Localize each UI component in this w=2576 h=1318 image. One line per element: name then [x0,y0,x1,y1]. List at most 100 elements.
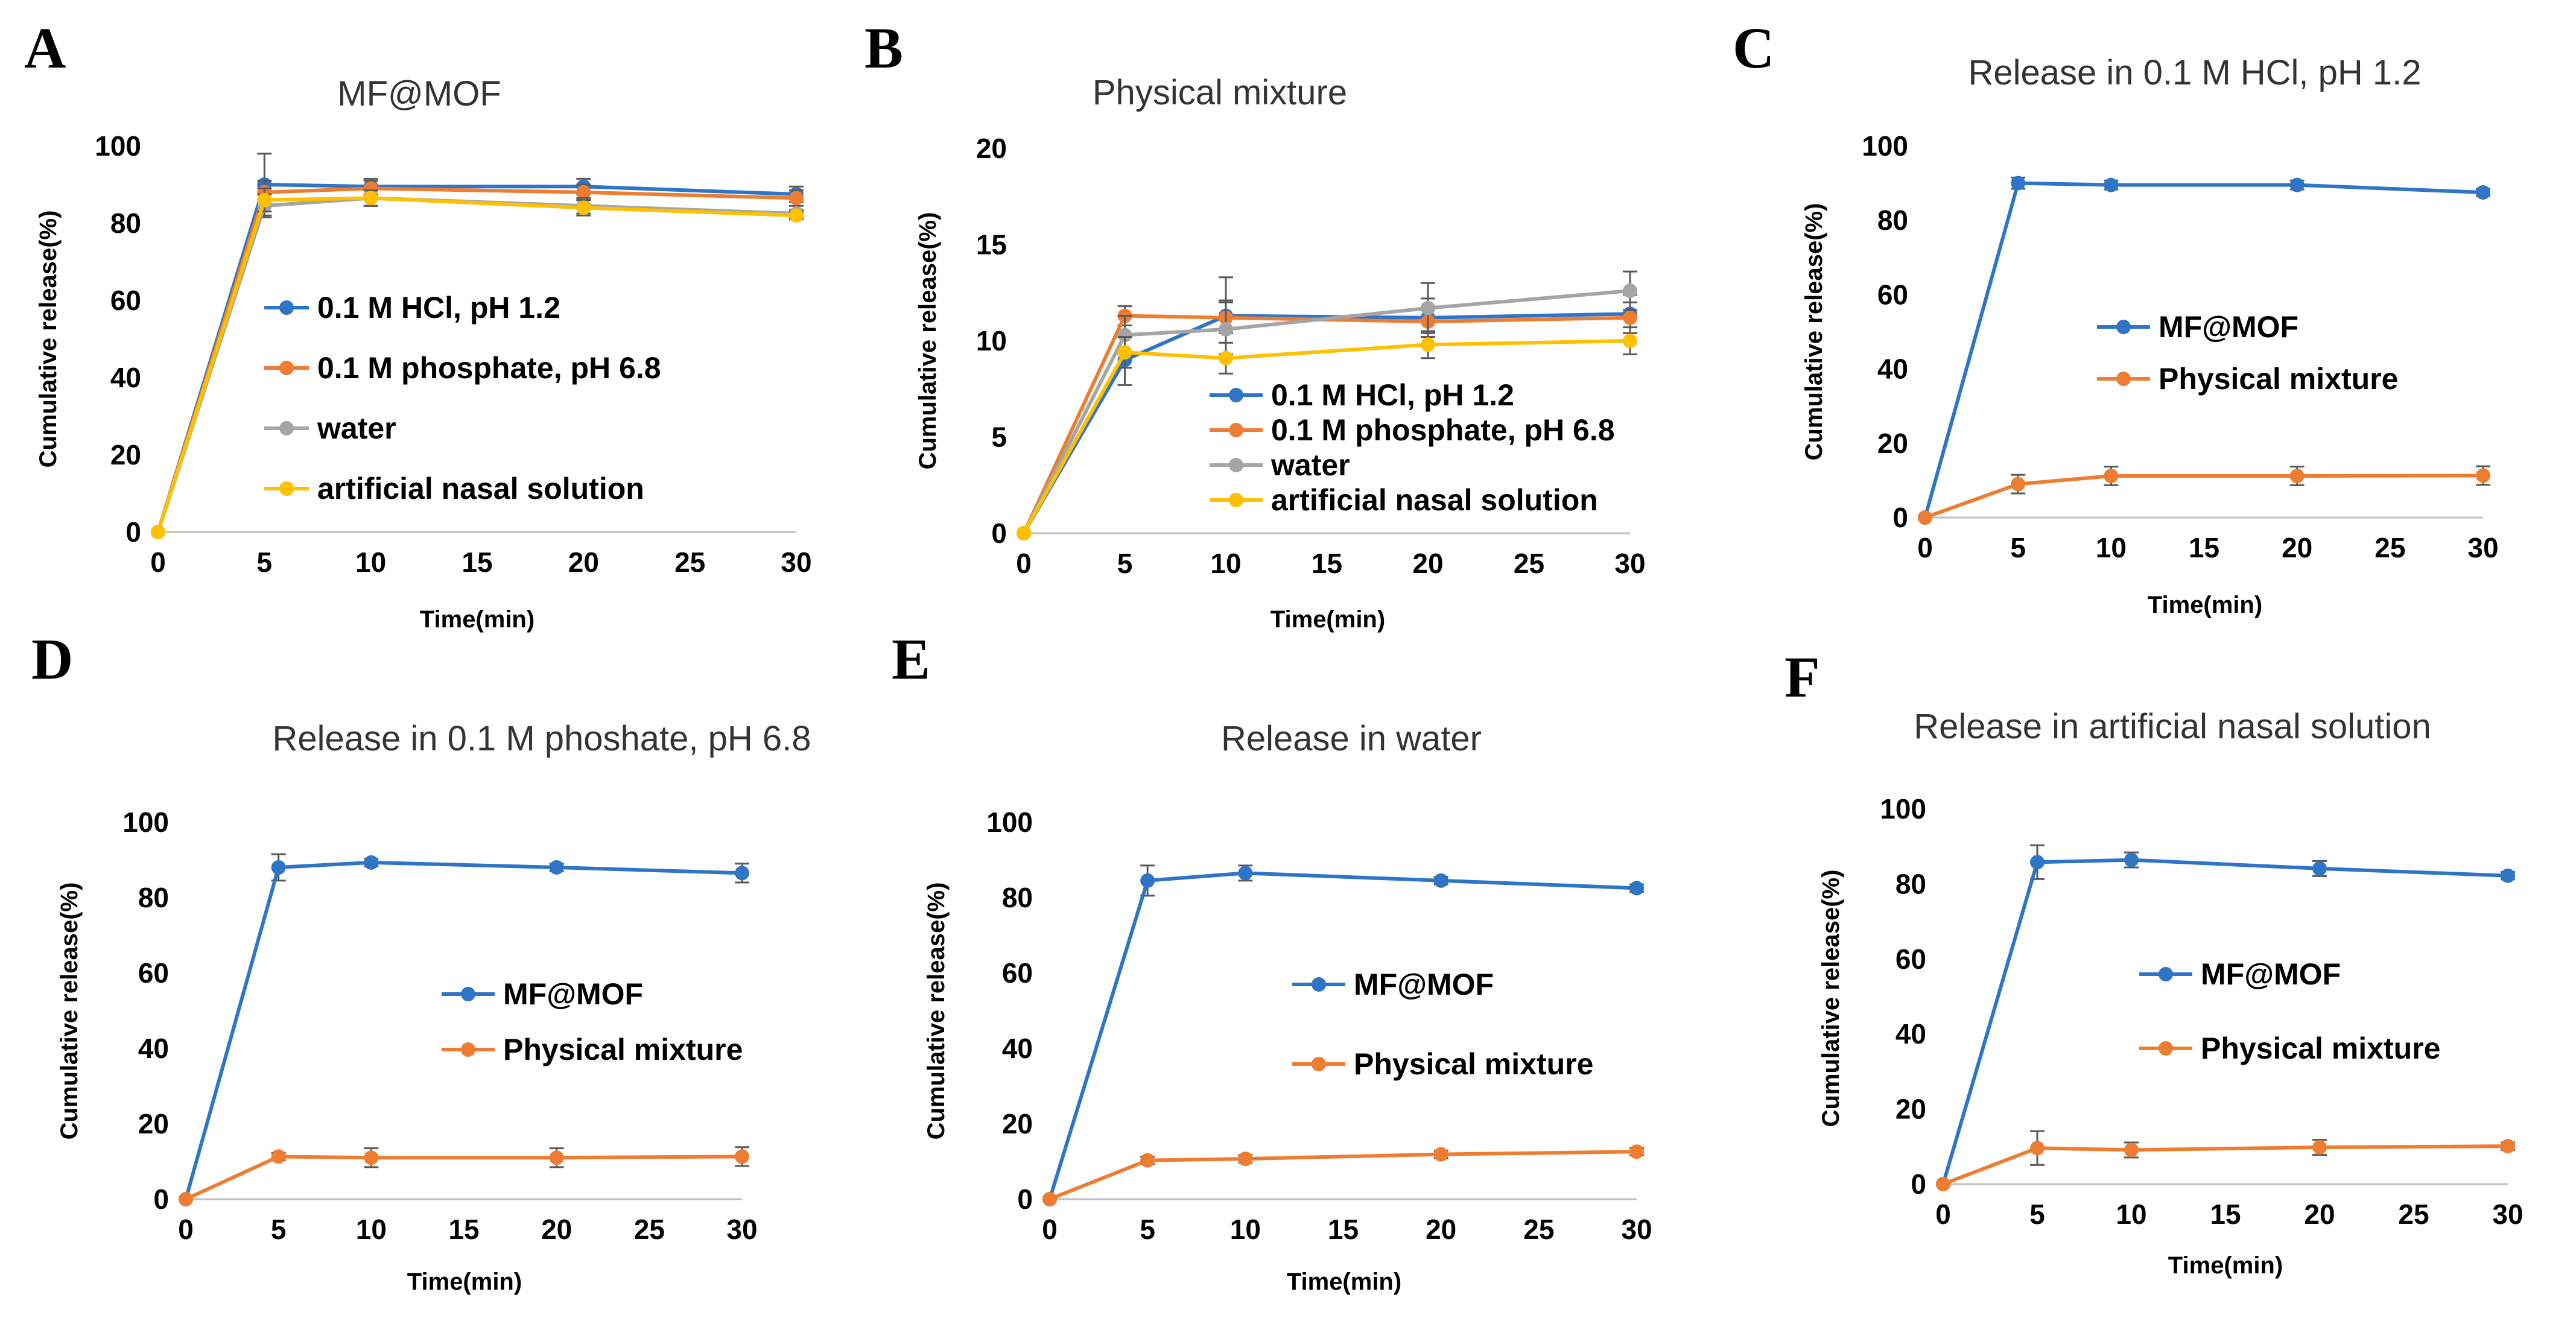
y-tick-label: 5 [991,422,1007,453]
series-physical-mixture [1918,465,2490,525]
panel-letter: A [24,16,66,80]
x-tick-label: 25 [634,1214,665,1245]
chart-title: Release in 0.1 M phoshate, pH 6.8 [272,719,811,758]
panel-letter: E [892,627,930,691]
legend-swatch-marker [1312,977,1326,992]
legend-swatch-marker [2159,1041,2173,1056]
legend-label: MF@MOF [2159,310,2298,344]
y-tick-label: 60 [138,957,169,989]
x-tick-label: 5 [1140,1214,1155,1245]
legend-swatch-marker [279,300,294,315]
legend-swatch-marker [461,987,475,1001]
x-tick-label: 15 [1328,1214,1359,1245]
data-point [2030,1141,2045,1156]
series-line [185,1155,743,1201]
x-tick-label: 5 [1117,548,1133,579]
data-point [1117,328,1132,343]
x-tick-label: 25 [674,547,705,578]
data-point [735,1149,749,1164]
data-point [1623,284,1637,299]
x-tick-label: 15 [2189,532,2219,563]
x-tick-label: 15 [462,547,492,578]
data-point [2124,1142,2139,1158]
y-tick-label: 40 [110,362,141,393]
y-axis-label: Cumulative release(%) [56,882,83,1140]
x-tick-label: 25 [1523,1214,1554,1245]
data-point [257,192,272,208]
y-tick-label: 40 [1877,353,1908,385]
legend: 0.1 M HCl, pH 1.2 0.1 M phosphate, pH 6.8… [264,291,661,505]
y-tick-label: 20 [1877,428,1908,459]
legend-label: Physical mixture [2201,1031,2440,1065]
chart-panel: F Release in artificial nasal solution 0 20… [1784,645,2524,1279]
x-axis-label: Time(min) [1287,1269,1401,1295]
series-artificial-nasal-solution [1017,326,1637,540]
data-point [2476,185,2490,200]
x-tick-label: 25 [2375,532,2405,563]
legend-label: Physical mixture [503,1033,743,1066]
x-tick-label: 30 [1614,548,1645,579]
data-point [1433,873,1448,888]
panel-letter: C [1733,16,1774,80]
data-point [2104,469,2119,484]
x-tick-label: 5 [257,547,273,578]
x-tick-label: 30 [2492,1199,2523,1230]
legend: MF@MOF Physical mixture [442,977,743,1066]
y-axis-label: Cumulative release(%) [35,211,62,468]
data-point [2312,1140,2327,1155]
data-point [179,1192,193,1206]
y-tick-label: 80 [138,882,169,913]
chart-panel: A MF@MOF 0 20 40 60 80 100 0 5 10 15 20 25 30 Time(min)… [24,16,812,633]
x-tick-label: 5 [2029,1199,2045,1230]
data-point [1918,510,1932,525]
data-point [735,866,749,881]
legend-label: MF@MOF [2201,957,2341,991]
panel-letter: D [31,627,73,691]
y-tick-label: 80 [1896,868,1926,899]
y-tick-label: 100 [95,130,141,162]
legend-swatch-marker [2159,967,2173,981]
y-tick-label: 20 [138,1108,169,1139]
x-tick-label: 10 [1230,1214,1261,1245]
y-tick-label: 40 [138,1033,169,1064]
chart-title: Release in 0.1 M HCl, pH 1.2 [1968,53,2421,92]
legend-label: artificial nasal solution [317,472,644,505]
x-tick-label: 0 [1935,1199,1951,1230]
x-axis-label: Time(min) [420,606,535,633]
series-line [1048,871,1637,1200]
x-axis-label: Time(min) [407,1269,522,1295]
data-point [151,525,165,539]
x-tick-label: 5 [271,1214,287,1245]
y-tick-label: 20 [1896,1094,1926,1125]
data-point [2124,852,2139,867]
y-tick-label: 40 [1896,1018,1926,1050]
data-point [1421,300,1435,315]
x-tick-label: 0 [178,1214,194,1245]
chart-title: Release in artificial nasal solution [1914,707,2431,746]
data-point [364,1150,379,1165]
y-axis-label: Cumulative release(%) [1801,203,1827,461]
legend-label: 0.1 M HCl, pH 1.2 [317,291,560,325]
legend: MF@MOF Physical mixture [2097,310,2398,396]
data-point [2501,868,2515,883]
legend-swatch-marker [2116,372,2131,386]
data-point [1238,1152,1253,1167]
data-point [2104,177,2119,192]
legend-swatch-marker [279,361,294,375]
legend-swatch-marker [1312,1057,1326,1071]
series-physical-mixture [1042,1144,1644,1206]
legend: MF@MOF Physical mixture [2139,957,2440,1065]
data-point [2030,855,2045,870]
series-mf-mof [1918,176,2490,525]
series-line [1924,474,2484,519]
data-point [1219,322,1233,337]
data-point [1219,350,1233,366]
x-tick-label: 5 [2010,532,2026,563]
series-line [184,860,743,1200]
y-tick-label: 0 [991,518,1007,549]
data-point [271,860,286,875]
y-axis-label: Cumulative release(%) [1818,870,1844,1127]
data-point [363,191,378,206]
panel-letter: F [1784,645,1820,709]
